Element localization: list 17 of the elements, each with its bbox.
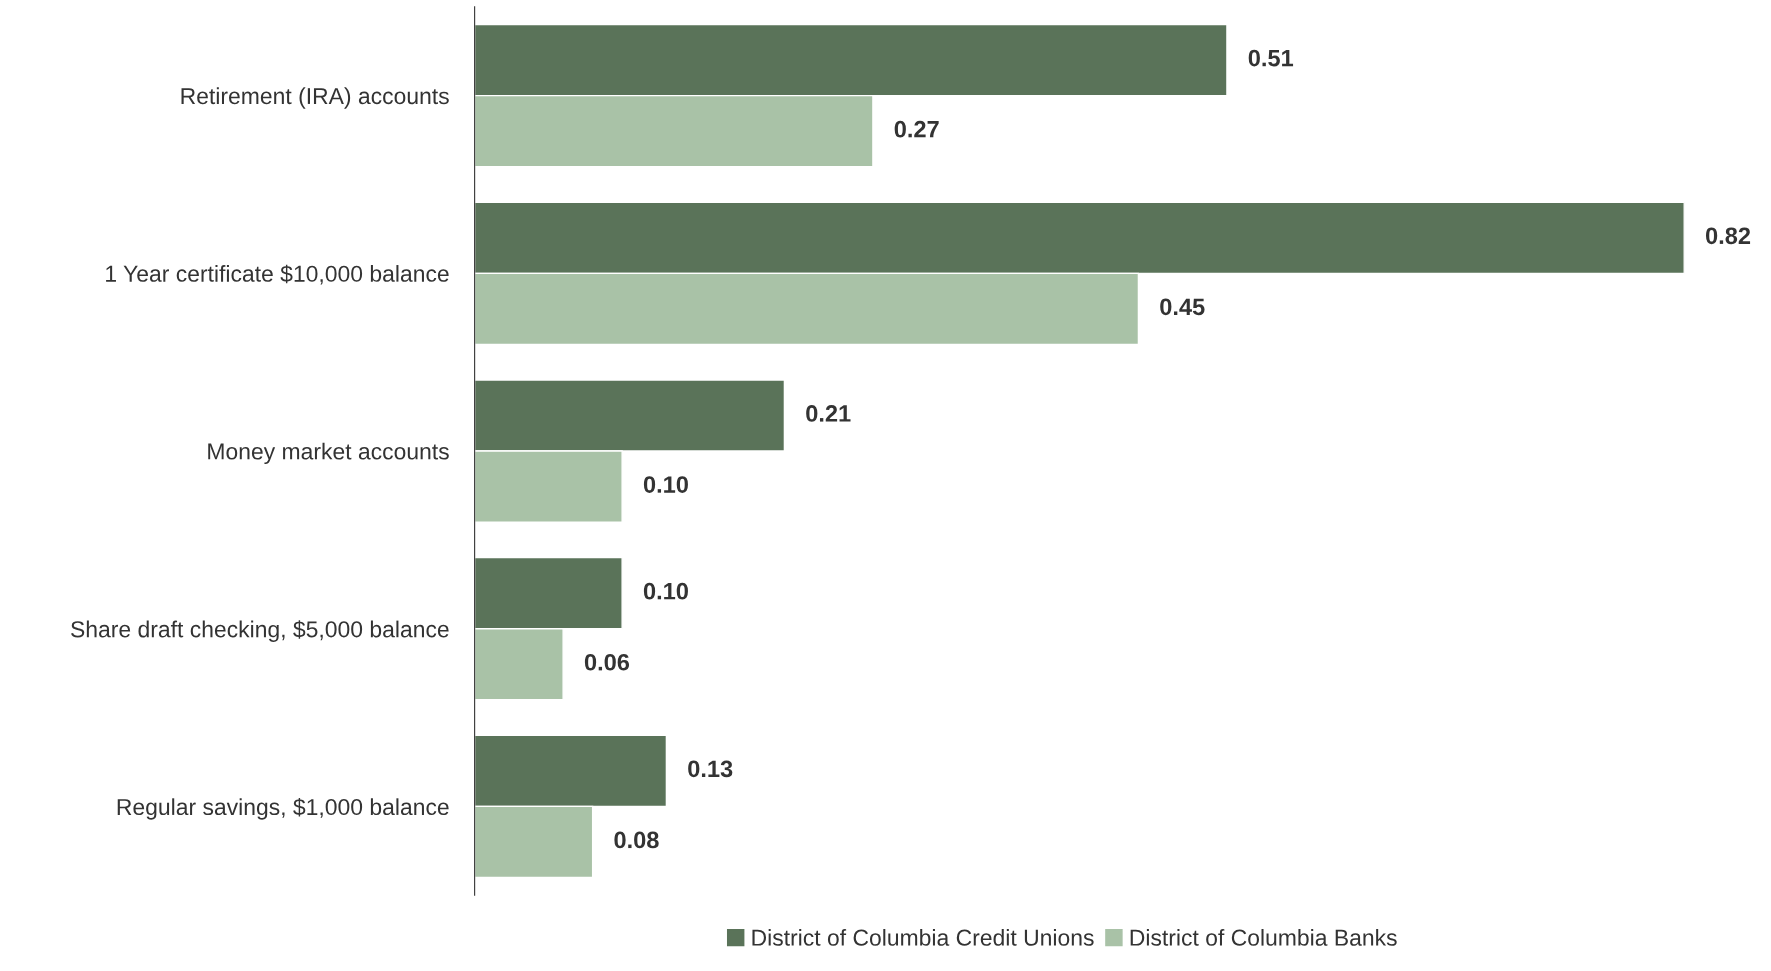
y-tick-label: Money market accounts [208,442,449,465]
data-label: 0.45 [1160,298,1205,316]
y-tick-label: Regular savings, $1,000 balance [117,797,449,820]
data-label: 0.21 [806,405,851,422]
data-label: 0.10 [643,476,688,493]
data-label: 0.10 [643,582,688,600]
data-label: 0.08 [614,831,659,849]
data-label: 0.13 [688,760,733,778]
y-tick-label: 1 Year certificate $10,000 balance [106,264,449,285]
data-label: 0.06 [584,653,630,671]
y-tick-label: Share draft checking, $5,000 balance [71,620,449,642]
legend-label: District of Columbia Banks [1130,929,1397,946]
data-label: 0.27 [894,120,939,138]
data-label: 0.51 [1248,49,1294,67]
data-label: 0.82 [1705,227,1751,245]
legend-label: District of Columbia Credit Unions [752,929,1094,946]
y-tick-label: Retirement (IRA) accounts [181,87,449,109]
